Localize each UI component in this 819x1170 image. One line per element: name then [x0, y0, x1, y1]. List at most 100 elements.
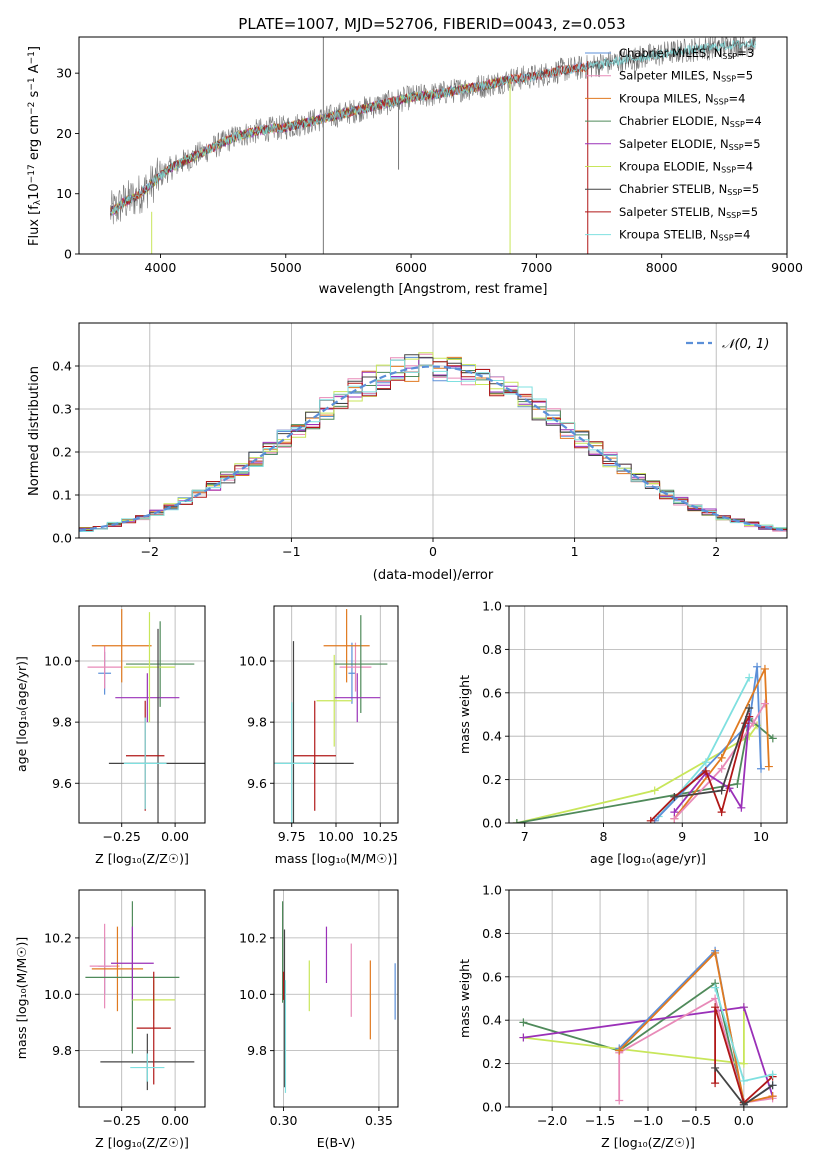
y-axis-label: Normed distribution: [27, 366, 42, 496]
legend-entry-normal: 𝒩(0, 1): [722, 337, 769, 352]
y-tick-label: 0.2: [52, 445, 72, 460]
weight-marker-chabrier_elodie: [733, 779, 742, 788]
weight-marker-chabrier_stelib: [717, 786, 726, 795]
histogram-salpeter_stelib: [79, 361, 787, 532]
x-axis-label: wavelength [Angstrom, rest frame]: [319, 282, 548, 297]
legend-text: Kroupa STELIB, N: [619, 228, 719, 242]
legend-text: Salpeter ELODIE, N: [619, 137, 729, 151]
axes-frame: [78, 605, 206, 824]
x-tick-label: 9: [678, 829, 686, 844]
legend-text: =4: [745, 114, 762, 128]
y-axis-label: mass weight: [457, 675, 472, 754]
legend-entry-chabrier_stelib: Chabrier STELIB, NSSP=5: [619, 182, 759, 197]
x-tick-label: 6000: [395, 260, 427, 275]
legend-entry-kroupa_elodie: Kroupa ELODIE, NSSP=4: [619, 160, 753, 175]
y-axis-label-part: −1: [27, 51, 37, 64]
errorbar-chabrier_elodie: [125, 621, 195, 707]
errorbar-kroupa_miles: [91, 609, 152, 683]
legend-text: Chabrier MILES, N: [619, 46, 722, 60]
y-axis-label: mass [log₁₀(M/M☉)]: [14, 937, 29, 1059]
legend-text: =5: [736, 69, 753, 83]
y-tick-label: 10.2: [44, 930, 72, 945]
legend-subscript: SSP: [714, 97, 729, 106]
y-tick-label: 10.0: [44, 987, 72, 1002]
y-tick-label: 30: [56, 66, 72, 81]
legend-text: Chabrier ELODIE, N: [619, 114, 730, 128]
residuals-panel: −2 −1 0 1 2 0.0 0.1 0.2 0.3 0.4 (data-model)/error…: [27, 322, 788, 583]
legend-subscript: SSP: [722, 52, 737, 61]
weight-vs-age-panel: 7 8 9 10 0.0 0.2 0.4 0.6 0.8 1.0 age [log₁₀(age/yr…: [457, 599, 788, 866]
plot-area: [79, 352, 787, 532]
y-tick-label: 0.0: [52, 531, 72, 546]
weight-vs-metallicity-panel: −2.0 −1.5 −1.0 −0.5 0.0 0.0 0.2 0.4 0.6 0.8 1.0 Z […: [457, 883, 788, 1150]
weight-marker-salpeter_stelib: [701, 766, 710, 775]
model-spectrum-salpeter_stelib: [109, 63, 587, 215]
weight-marker-salpeter_elodie: [737, 803, 746, 812]
errorbar-kroupa_stelib: [274, 702, 313, 823]
legend-subscript: SSP: [726, 211, 741, 220]
axes-frame: [78, 889, 206, 1108]
legend-text: =4: [734, 228, 751, 242]
y-axis-label-part: 10: [27, 183, 42, 200]
y-tick-label: 9.8: [247, 1043, 267, 1058]
y-tick-label: 0.2: [482, 1056, 502, 1071]
legend-text: Kroupa ELODIE, N: [619, 160, 721, 174]
weight-marker-salpeter_stelib: [646, 816, 655, 823]
y-tick-label: 20: [56, 126, 72, 141]
weight-marker-kroupa_stelib: [701, 758, 710, 767]
legend-subscript: SSP: [719, 234, 734, 243]
y-axis-label: Flux [fλ10−17 erg cm−2 s−1 A−1]: [27, 46, 43, 246]
x-tick-label: −1: [282, 544, 300, 559]
x-tick-label: −1.0: [633, 1113, 663, 1128]
y-tick-label: 9.6: [247, 776, 267, 791]
legend-text: Salpeter MILES, N: [619, 69, 721, 83]
x-tick-label: 1: [571, 544, 579, 559]
y-tick-label: 0.1: [52, 488, 72, 503]
age-vs-mass-panel: 9.75 10.00 10.25 9.6 9.8 10.0 mass [log₁₀(M/M☉…: [239, 605, 399, 866]
weight-marker-chabrier_stelib: [739, 1100, 748, 1107]
weight-marker-kroupa_stelib: [768, 1070, 777, 1079]
legend-entry-chabrier_elodie: Chabrier ELODIE, NSSP=4: [619, 114, 762, 129]
model-spectrum-chabrier_elodie: [109, 76, 512, 214]
weight-marker-salpeter_miles: [749, 719, 758, 728]
y-axis-label: age [log₁₀(age/yr)]: [14, 656, 29, 772]
errorbar-kroupa_elodie: [316, 654, 352, 747]
errorbar-kroupa_elodie: [123, 612, 176, 723]
x-tick-label: 0: [429, 544, 437, 559]
weight-marker-salpeter_elodie: [670, 808, 679, 817]
weight-marker-chabrier_stelib: [768, 1081, 777, 1090]
y-tick-label: 9.6: [52, 776, 72, 791]
legend-subscript: SSP: [730, 120, 745, 129]
weight-marker-chabrier_miles: [753, 662, 762, 671]
legend-entry-kroupa_stelib: Kroupa STELIB, NSSP=4: [619, 228, 750, 243]
legend-text: Chabrier STELIB, N: [619, 182, 727, 196]
x-tick-label: 10.25: [362, 829, 398, 844]
y-tick-label: 9.8: [52, 715, 72, 730]
weight-marker-salpeter_elodie: [739, 1003, 748, 1012]
weight-line-salpeter_elodie: [673, 716, 751, 813]
x-tick-label: −2: [141, 544, 159, 559]
y-axis-label: mass weight: [457, 959, 472, 1038]
weight-marker-kroupa_stelib: [711, 983, 720, 992]
x-axis-label: Z [log₁₀(Z/Z☉)]: [95, 1135, 189, 1150]
y-axis-label-part: Flux [f: [27, 205, 42, 246]
x-tick-label: −0.5: [681, 1113, 711, 1128]
errorbar-salpeter_elodie: [115, 673, 180, 723]
y-tick-label: 0: [64, 247, 72, 262]
plot-area: [87, 609, 205, 823]
legend-subscript: SSP: [729, 143, 744, 152]
y-tick-label: 0.0: [482, 816, 502, 831]
y-tick-label: 10.0: [239, 654, 267, 669]
errorbar-chabrier_elodie: [334, 615, 388, 713]
x-axis-label: (data-model)/error: [373, 568, 494, 583]
x-tick-label: 8000: [646, 260, 678, 275]
y-axis-label-part: ]: [27, 46, 42, 51]
errorbar-salpeter_stelib: [293, 700, 336, 811]
legend-text: =5: [744, 137, 761, 151]
weight-marker-chabrier_stelib: [670, 792, 679, 801]
x-tick-label: 9.75: [278, 829, 306, 844]
legend-text: =4: [729, 91, 746, 105]
age-vs-metallicity-panel: −0.25 0.00 9.6 9.8 10.0 Z [log₁₀(Z/Z☉)] age [l…: [14, 605, 206, 866]
legend-entry-salpeter_elodie: Salpeter ELODIE, NSSP=5: [619, 137, 761, 152]
